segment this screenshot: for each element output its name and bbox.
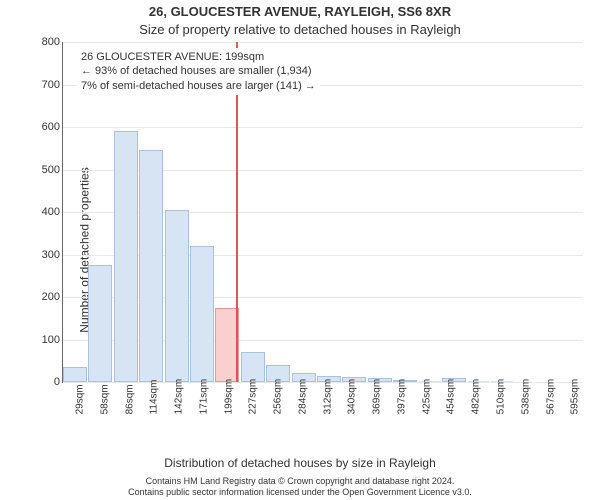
x-tick-label: 425sqm [421, 390, 443, 415]
bar [88, 265, 112, 382]
footer-line-1: Contains HM Land Registry data © Crown c… [0, 476, 600, 487]
y-tick-label: 0 [54, 376, 60, 388]
y-tick-label: 800 [42, 36, 60, 48]
bar [241, 352, 265, 382]
x-tick-label: 284sqm [297, 390, 319, 415]
bar [139, 150, 163, 382]
bar [114, 131, 138, 382]
y-tick-label: 300 [42, 249, 60, 261]
x-tick-label: 29sqm [74, 390, 96, 415]
chart-title-address: 26, GLOUCESTER AVENUE, RAYLEIGH, SS6 8XR [0, 4, 600, 19]
chart-container: 26, GLOUCESTER AVENUE, RAYLEIGH, SS6 8XR… [0, 0, 600, 500]
x-tick-label: 114sqm [149, 390, 171, 415]
x-tick-label: 397sqm [396, 390, 418, 415]
x-tick-label: 595sqm [570, 390, 592, 415]
chart-area: 26 GLOUCESTER AVENUE: 199sqm ← 93% of de… [62, 42, 582, 402]
x-tick-label: 171sqm [198, 390, 220, 415]
x-tick-label: 482sqm [471, 390, 493, 415]
x-tick-label: 142sqm [173, 390, 195, 415]
bar [63, 367, 87, 382]
y-tick-label: 200 [42, 291, 60, 303]
x-tick-label: 58sqm [99, 390, 121, 415]
y-tick-label: 500 [42, 164, 60, 176]
chart-title-subtitle: Size of property relative to detached ho… [0, 22, 600, 37]
x-tick-label: 199sqm [223, 390, 245, 415]
x-axis-label: Distribution of detached houses by size … [0, 456, 600, 470]
annotation-line-3: 7% of semi-detached houses are larger (1… [81, 79, 316, 93]
annotation-box: 26 GLOUCESTER AVENUE: 199sqm ← 93% of de… [77, 48, 320, 95]
x-tick-label: 454sqm [446, 390, 468, 415]
annotation-line-1: 26 GLOUCESTER AVENUE: 199sqm [81, 50, 316, 64]
y-tick-label: 700 [42, 79, 60, 91]
x-tick-label: 227sqm [248, 390, 270, 415]
x-tick-label: 567sqm [545, 390, 567, 415]
x-tick-label: 86sqm [124, 390, 146, 415]
x-tick-label: 312sqm [322, 390, 344, 415]
bar [190, 246, 214, 382]
annotation-line-2: ← 93% of detached houses are smaller (1,… [81, 64, 316, 78]
y-tick-label: 100 [42, 334, 60, 346]
y-tick-label: 400 [42, 206, 60, 218]
x-tick-label: 510sqm [495, 390, 517, 415]
y-tick-label: 600 [42, 121, 60, 133]
plot-region: 26 GLOUCESTER AVENUE: 199sqm ← 93% of de… [62, 42, 583, 383]
x-tick-label: 340sqm [347, 390, 369, 415]
footer-attribution: Contains HM Land Registry data © Crown c… [0, 476, 600, 498]
footer-line-2: Contains public sector information licen… [0, 487, 600, 498]
x-tick-labels: 29sqm58sqm86sqm114sqm142sqm171sqm199sqm2… [62, 382, 582, 404]
bar [165, 210, 189, 382]
x-tick-label: 256sqm [273, 390, 295, 415]
x-tick-label: 538sqm [520, 390, 542, 415]
x-tick-label: 369sqm [372, 390, 394, 415]
